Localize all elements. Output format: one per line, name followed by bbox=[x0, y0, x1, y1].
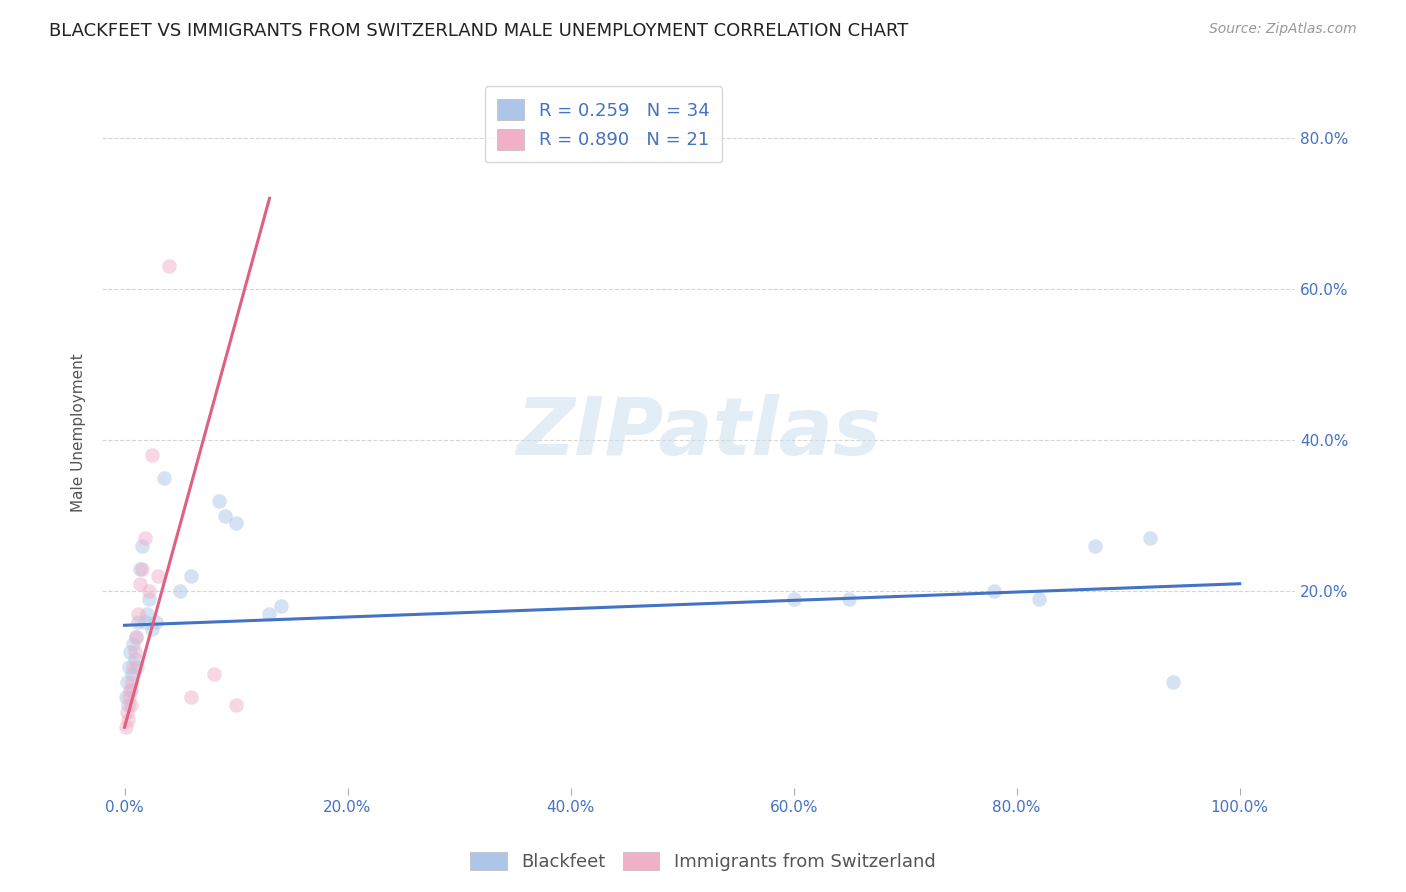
Point bbox=[180, 569, 202, 583]
Point bbox=[1139, 532, 1161, 546]
Point bbox=[138, 591, 160, 606]
Point bbox=[129, 576, 152, 591]
Point bbox=[115, 675, 138, 690]
Point bbox=[138, 584, 160, 599]
Point bbox=[117, 698, 139, 712]
Point bbox=[141, 622, 163, 636]
Point bbox=[117, 713, 139, 727]
Point bbox=[120, 645, 142, 659]
Point bbox=[121, 675, 143, 690]
Point bbox=[141, 448, 163, 462]
Point bbox=[135, 607, 157, 621]
Text: Source: ZipAtlas.com: Source: ZipAtlas.com bbox=[1209, 22, 1357, 37]
Point bbox=[124, 630, 146, 644]
Point bbox=[146, 569, 169, 583]
Legend: Blackfeet, Immigrants from Switzerland: Blackfeet, Immigrants from Switzerland bbox=[463, 845, 943, 879]
Point bbox=[983, 584, 1005, 599]
Point bbox=[125, 660, 148, 674]
Point bbox=[1028, 591, 1050, 606]
Point bbox=[225, 516, 247, 531]
Point bbox=[122, 660, 145, 674]
Point bbox=[145, 615, 167, 629]
Point bbox=[134, 615, 156, 629]
Point bbox=[782, 591, 804, 606]
Point bbox=[270, 599, 292, 614]
Point bbox=[120, 682, 142, 697]
Point bbox=[124, 630, 146, 644]
Point bbox=[208, 493, 231, 508]
Legend: R = 0.259   N = 34, R = 0.890   N = 21: R = 0.259 N = 34, R = 0.890 N = 21 bbox=[485, 87, 723, 162]
Point bbox=[225, 698, 247, 712]
Point bbox=[127, 615, 149, 629]
Point bbox=[202, 667, 225, 681]
Point bbox=[114, 720, 136, 734]
Point bbox=[169, 584, 191, 599]
Point bbox=[120, 698, 142, 712]
Point bbox=[127, 607, 149, 621]
Point bbox=[114, 690, 136, 704]
Y-axis label: Male Unemployment: Male Unemployment bbox=[72, 353, 86, 512]
Point bbox=[157, 260, 180, 274]
Point bbox=[259, 607, 281, 621]
Point bbox=[131, 539, 153, 553]
Point bbox=[129, 561, 152, 575]
Point bbox=[122, 637, 145, 651]
Point bbox=[118, 660, 141, 674]
Point bbox=[120, 682, 142, 697]
Point bbox=[121, 667, 143, 681]
Point bbox=[152, 471, 174, 485]
Point bbox=[214, 508, 236, 523]
Point bbox=[118, 690, 141, 704]
Text: ZIPatlas: ZIPatlas bbox=[516, 393, 882, 472]
Text: BLACKFEET VS IMMIGRANTS FROM SWITZERLAND MALE UNEMPLOYMENT CORRELATION CHART: BLACKFEET VS IMMIGRANTS FROM SWITZERLAND… bbox=[49, 22, 908, 40]
Point bbox=[115, 705, 138, 719]
Point bbox=[124, 645, 146, 659]
Point bbox=[180, 690, 202, 704]
Point bbox=[131, 561, 153, 575]
Point bbox=[1161, 675, 1184, 690]
Point bbox=[124, 652, 146, 666]
Point bbox=[134, 532, 156, 546]
Point bbox=[1084, 539, 1107, 553]
Point bbox=[838, 591, 860, 606]
